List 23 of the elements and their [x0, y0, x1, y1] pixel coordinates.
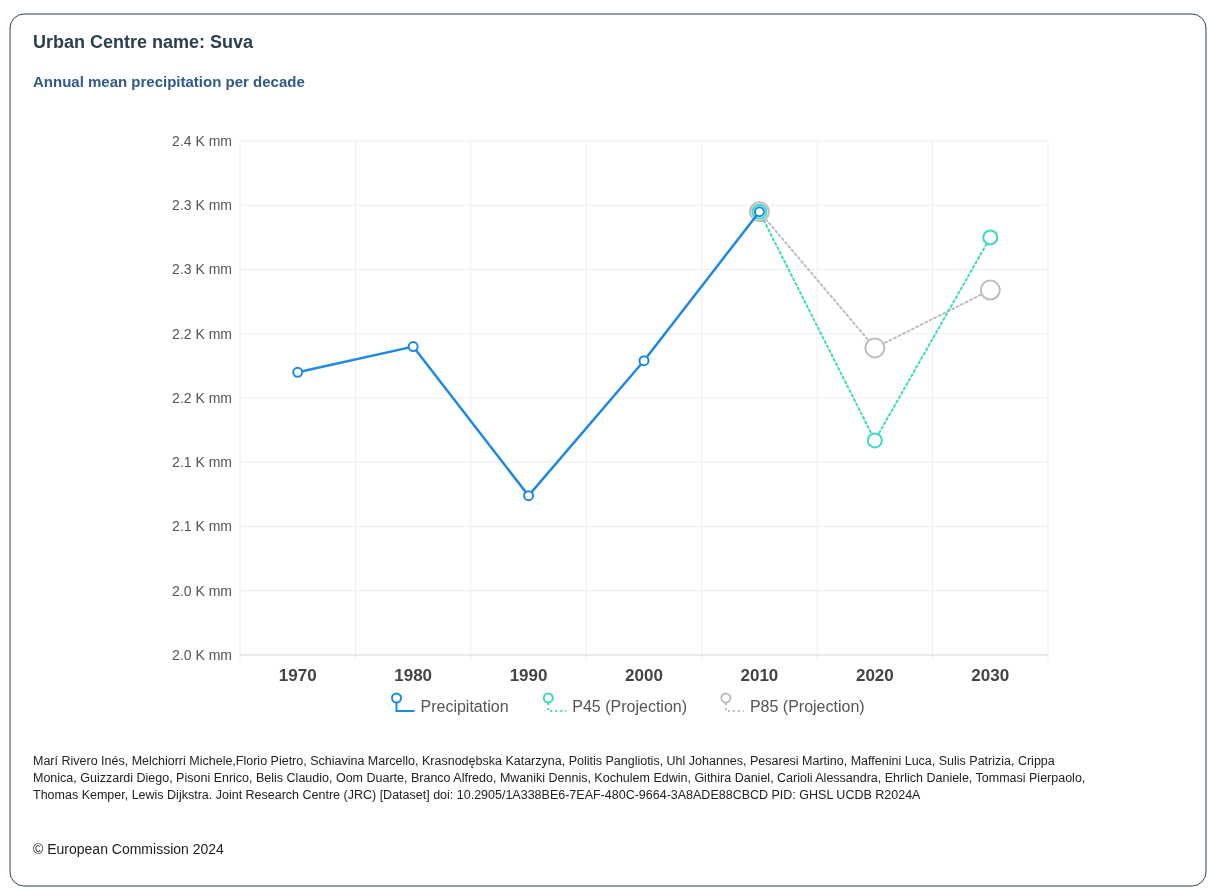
y-tick-label: 2.3 K mm [172, 197, 232, 214]
x-tick-label: 2000 [625, 666, 663, 685]
legend-label: Precipitation [420, 697, 509, 715]
x-tick-label: 2030 [971, 666, 1010, 685]
y-tick-label: 2.0 K mm [172, 646, 232, 663]
legend-label: P45 (Projection) [572, 697, 688, 715]
y-tick-label: 2.3 K mm [172, 261, 232, 278]
chart-title: Urban Centre name: Suva [33, 32, 255, 52]
x-tick-label: 1980 [394, 666, 433, 685]
x-tick-label: 1970 [278, 666, 317, 685]
y-tick-label: 2.0 K mm [172, 582, 232, 599]
y-tick-label: 2.4 K mm [172, 132, 232, 149]
chart-subtitle: Annual mean precipitation per decade [33, 73, 305, 90]
legend-label: P85 (Projection) [749, 697, 865, 715]
y-tick-label: 2.2 K mm [172, 389, 232, 406]
text: © European Commission 2024 [33, 841, 225, 857]
y-tick-label: 2.1 K mm [172, 518, 232, 535]
y-tick-label: 2.1 K mm [172, 454, 232, 471]
y-tick-label: 2.2 K mm [172, 325, 232, 342]
text: Marí Rivero Inés, Melchiorri Michele,Florio Pietro, Schiavina Marcello, Krasnodębska Katarzyna, Politis Pangliotis, Uhl Johannes, Pesaresi Martino, Maffenini Luca, Sulis Patrizia, Crippa Monica, Guizzardi Diego, Pisoni Enrico, Belis Claudio, Oom Duarte, Branco Alfredo, Mwaniki Dennis, Kochulem Edwin, Githira Daniel, Carioli Alessandra, Ehrlich Daniele, Tommasi Pierpaolo, Thomas Kemper, Lewis Dijkstra. Joint Research Centre (JRC) [Dataset] doi: 10.2905/1A338BE6-7EAF-480C-9664-3A8ADE88CBCD PID: GHSL UCDB R2024A [33, 754, 1086, 802]
x-tick-label: 2010 [740, 666, 779, 685]
x-tick-label: 1990 [509, 666, 548, 685]
x-tick-label: 2020 [855, 666, 894, 685]
